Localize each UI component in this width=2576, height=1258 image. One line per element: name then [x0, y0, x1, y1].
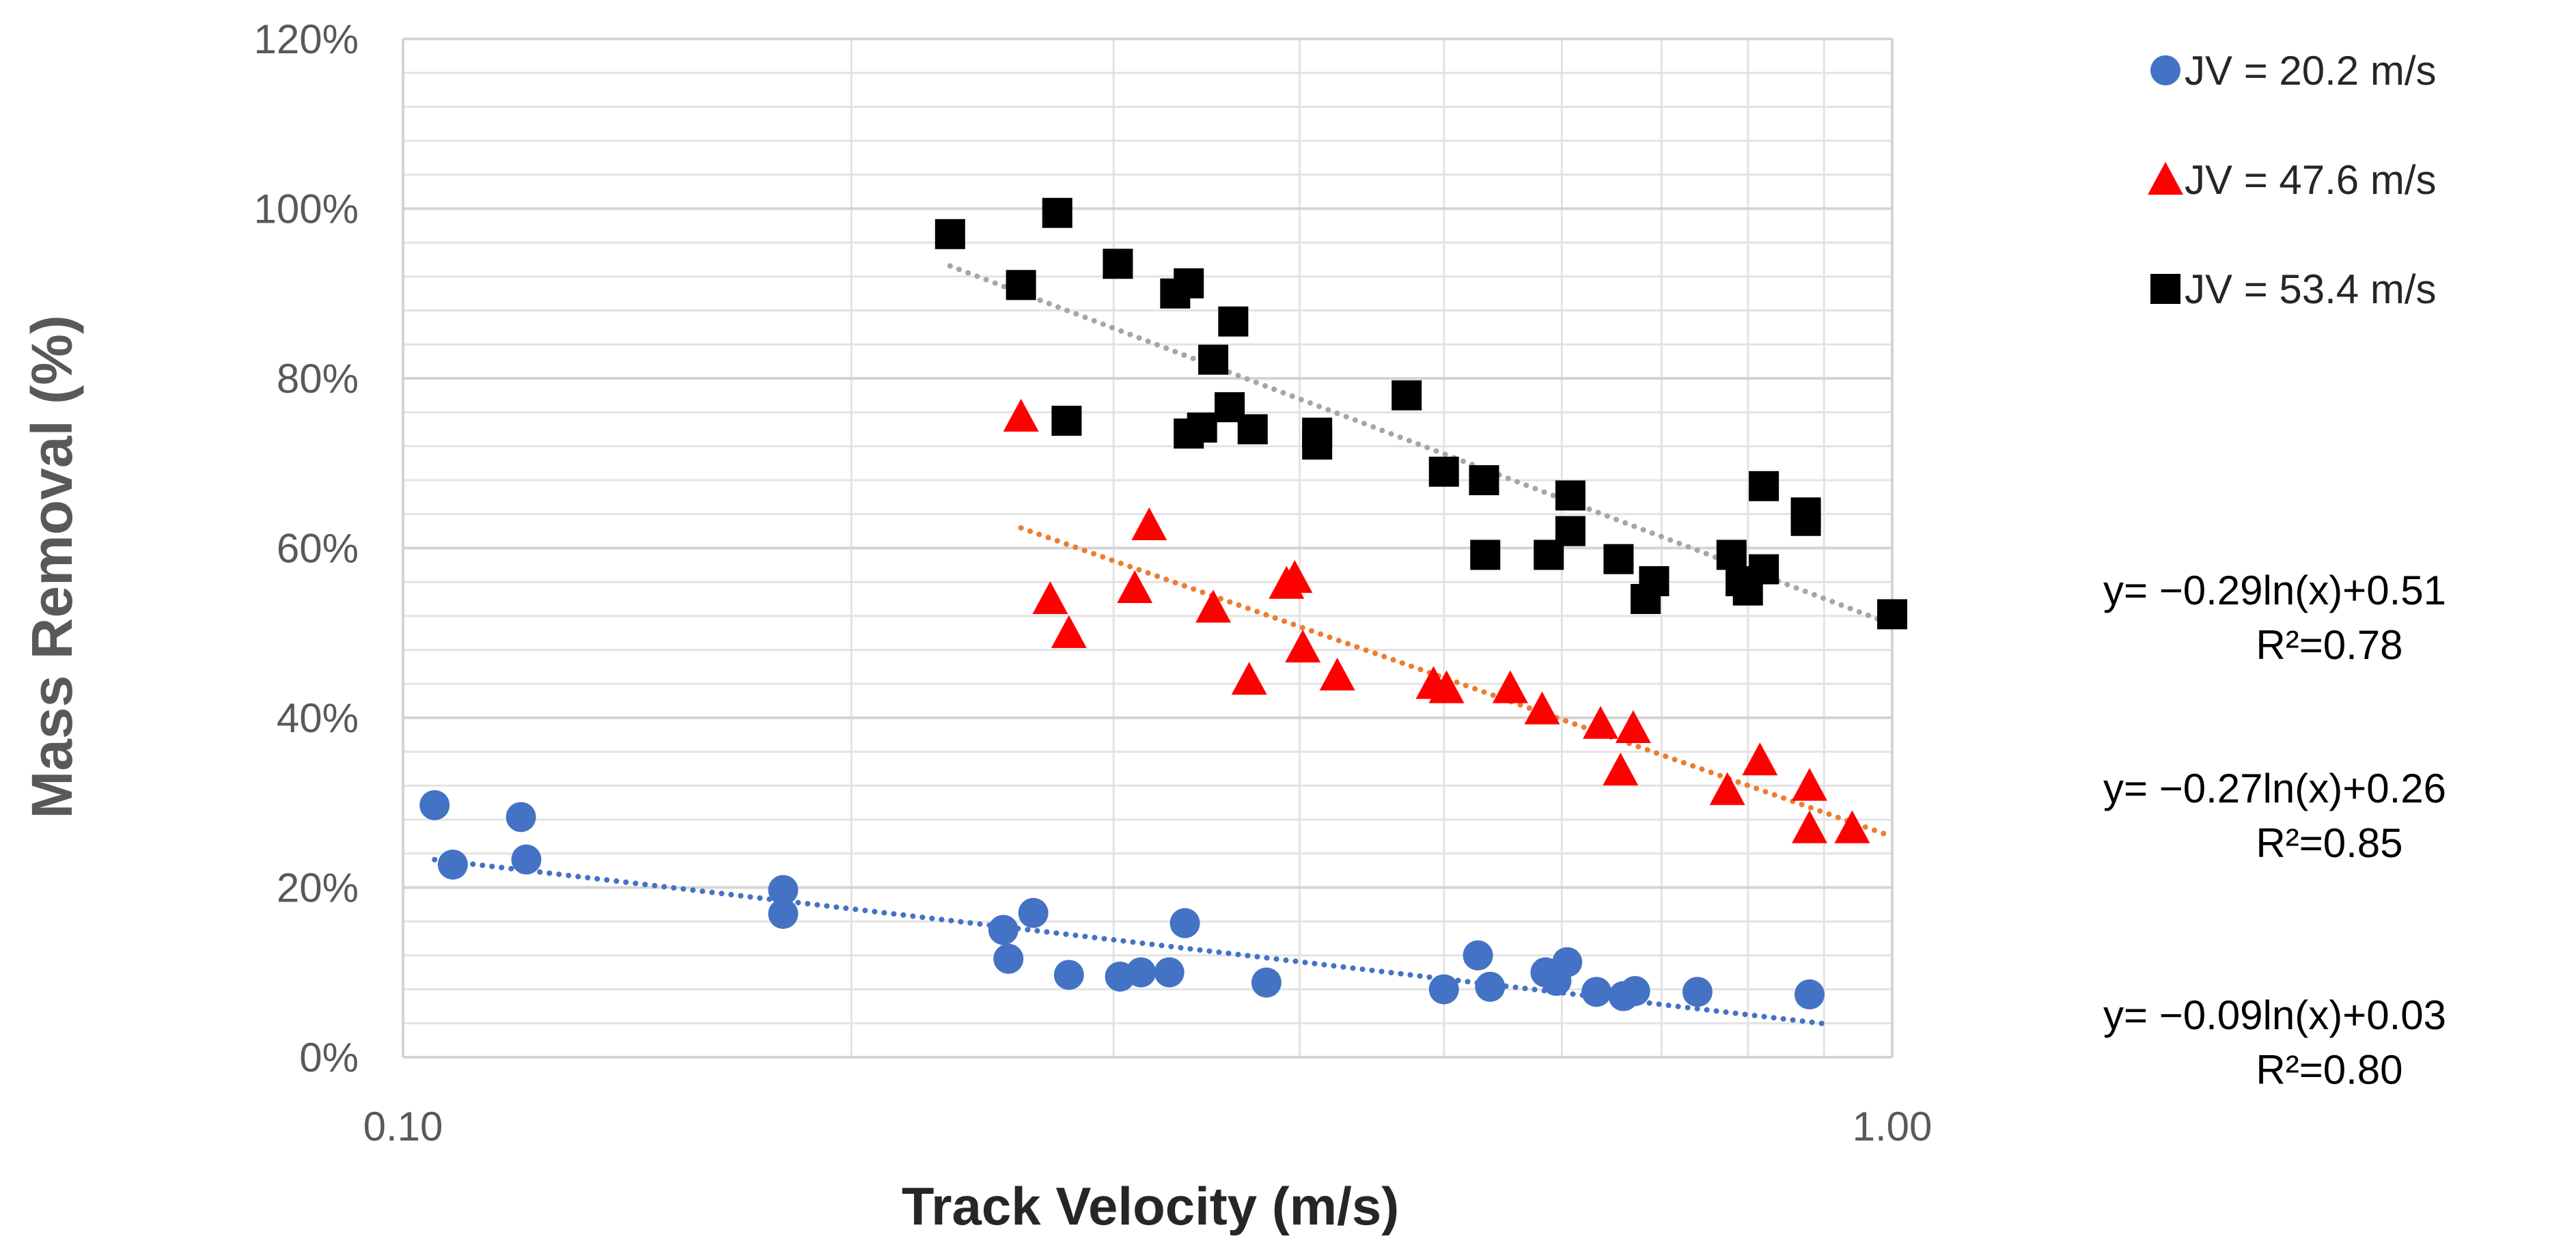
data-point-triangle	[1834, 810, 1870, 843]
data-point-triangle	[1003, 398, 1039, 432]
data-point-circle	[768, 875, 799, 906]
data-point-triangle	[1319, 657, 1355, 690]
x-axis-title: Track Velocity (m/s)	[902, 1176, 1399, 1236]
data-point-triangle	[1428, 670, 1465, 703]
legend-marker-square	[2150, 274, 2180, 304]
data-point-triangle	[1709, 772, 1745, 805]
y-tick-label: 60%	[277, 526, 359, 572]
data-point-square	[1749, 554, 1779, 585]
major-gridlines	[402, 38, 1894, 1059]
data-point-square	[1218, 306, 1249, 337]
data-point-square	[1555, 480, 1585, 511]
data-point-square	[1006, 270, 1036, 300]
data-point-triangle	[1131, 507, 1167, 541]
data-point-triangle	[1051, 615, 1087, 648]
data-point-triangle	[1277, 559, 1313, 593]
x-tick-label: 1.00	[1853, 1104, 1933, 1149]
trendline-triangle	[1018, 525, 1895, 839]
r-squared-value: R²=0.85	[2256, 820, 2402, 866]
data-point-circle	[1794, 979, 1825, 1010]
legend: JV = 20.2 m/s JV = 47.6 m/s JV = 53.4 m/s	[2148, 48, 2437, 312]
trendline-equation: y= −0.09ln(x)+0.03	[2103, 992, 2446, 1038]
y-tick-label: 20%	[277, 865, 359, 911]
data-point-square	[1790, 505, 1821, 536]
x-tick-label: 0.10	[363, 1104, 443, 1149]
data-point-square	[1469, 465, 1499, 496]
x-tick-labels: 0.10 1.00	[363, 1104, 1933, 1149]
data-point-square	[1198, 344, 1229, 375]
data-point-square	[1749, 471, 1779, 501]
y-tick-labels: 0% 20% 40% 60% 80% 100% 120%	[254, 16, 359, 1080]
r-squared-value: R²=0.80	[2256, 1047, 2402, 1093]
data-point-triangle	[1603, 753, 1639, 786]
legend-label-triangle: JV = 47.6 m/s	[2185, 157, 2437, 203]
data-point-square	[1877, 599, 1907, 630]
y-tick-label: 0%	[299, 1035, 359, 1080]
data-point-triangle	[1583, 705, 1619, 739]
data-point-square	[1639, 565, 1670, 596]
data-point-triangle	[1117, 570, 1153, 603]
data-point-circle	[437, 849, 468, 880]
data-point-square	[1716, 540, 1747, 570]
data-point-circle	[1053, 960, 1084, 990]
data-point-circle	[1581, 977, 1612, 1007]
data-point-square	[1187, 413, 1217, 443]
data-point-square	[1603, 544, 1634, 574]
data-point-triangle	[1492, 670, 1528, 703]
data-point-square	[1555, 516, 1585, 546]
trendline-equation: y= −0.27ln(x)+0.26	[2103, 766, 2446, 811]
data-point-circle	[768, 899, 799, 929]
data-point-square	[1428, 456, 1459, 487]
r-squared-value: R²=0.78	[2256, 622, 2402, 668]
legend-label-square: JV = 53.4 m/s	[2185, 266, 2437, 312]
data-point-circle	[1620, 976, 1650, 1007]
data-point-triangle	[1524, 691, 1560, 725]
y-tick-label: 40%	[277, 695, 359, 741]
data-point-circle	[419, 789, 450, 820]
legend-marker-circle	[2150, 55, 2180, 85]
data-point-triangle	[1791, 810, 1827, 843]
data-point-triangle	[1032, 581, 1068, 615]
data-markers	[419, 197, 1907, 1011]
data-point-square	[1302, 429, 1333, 460]
data-point-circle	[993, 943, 1024, 974]
trendline-equation: y= −0.29ln(x)+0.51	[2103, 568, 2446, 613]
y-tick-label: 120%	[254, 16, 359, 62]
data-point-circle	[511, 844, 542, 875]
data-point-circle	[1682, 977, 1713, 1007]
data-point-circle	[1169, 908, 1200, 938]
trendline-equations: y= −0.29ln(x)+0.51 R²=0.78 y= −0.27ln(x)+0…	[2103, 568, 2446, 1093]
data-point-circle	[1126, 957, 1157, 988]
data-point-triangle	[1285, 629, 1321, 662]
data-point-square	[1174, 268, 1204, 298]
data-point-circle	[1552, 947, 1583, 977]
data-point-circle	[1463, 940, 1493, 970]
data-point-square	[1237, 414, 1268, 445]
data-point-square	[1391, 380, 1422, 410]
data-point-square	[1042, 197, 1072, 228]
data-point-square	[1470, 540, 1501, 570]
data-point-circle	[1018, 897, 1049, 928]
data-point-square	[1051, 406, 1082, 436]
data-point-triangle	[1195, 589, 1232, 623]
data-point-triangle	[1231, 662, 1267, 695]
data-point-triangle	[1791, 768, 1827, 801]
data-point-triangle	[1615, 710, 1651, 744]
data-point-circle	[1428, 974, 1459, 1005]
data-point-square	[934, 219, 965, 249]
legend-label-circle: JV = 20.2 m/s	[2185, 48, 2437, 94]
y-axis-title: Mass Removal (%)	[20, 315, 84, 819]
y-tick-label: 80%	[277, 356, 359, 402]
data-point-circle	[505, 802, 536, 833]
data-point-circle	[1154, 957, 1185, 988]
data-point-circle	[988, 914, 1019, 945]
data-point-circle	[1251, 967, 1282, 998]
legend-marker-triangle	[2148, 162, 2183, 195]
y-tick-label: 100%	[254, 186, 359, 232]
data-point-circle	[1475, 971, 1506, 1002]
data-point-triangle	[1742, 742, 1778, 776]
data-point-square	[1103, 249, 1133, 279]
